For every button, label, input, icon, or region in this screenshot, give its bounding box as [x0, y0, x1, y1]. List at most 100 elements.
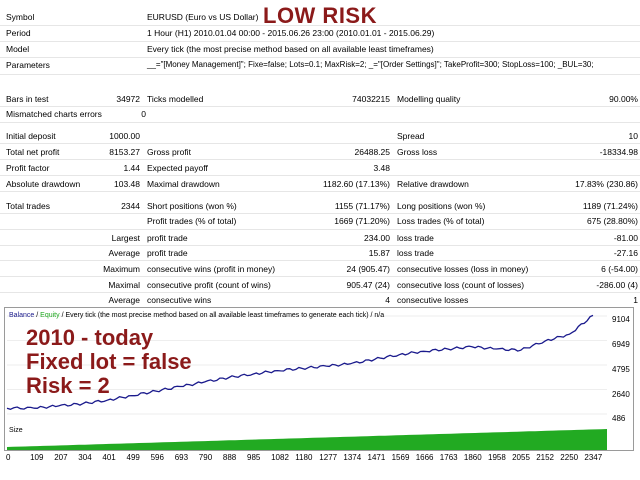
average-consecutive-losses-value: 1: [633, 295, 638, 305]
x-tick-label: 2055: [512, 453, 530, 462]
consecutive-losses-money-value: 6 (-54.00): [601, 264, 638, 274]
x-tick-label: 985: [247, 453, 261, 462]
consecutive-wins-money-value: 24 (905.47): [346, 264, 390, 274]
overlay-risk: Risk = 2: [26, 373, 110, 398]
model-value: Every tick (the most precise method base…: [147, 44, 434, 54]
y-tick-label: 6949: [612, 340, 630, 349]
y-tick-label: 9104: [612, 315, 630, 324]
legend-separator: /: [36, 312, 39, 319]
consecutive-profit-count-value: 905.47 (24): [346, 280, 390, 290]
initial-deposit-value: 1000.00: [109, 131, 140, 141]
symbol-value: EURUSD (Euro vs US Dollar): [147, 12, 259, 22]
ticks-label: Ticks modelled: [147, 94, 204, 104]
profit-factor-value: 1.44: [123, 163, 140, 173]
legend-description: / Every tick (the most precise method ba…: [61, 312, 369, 319]
divider: [0, 57, 640, 58]
balance-series-line: [6, 314, 594, 410]
model-label: Model: [6, 44, 30, 54]
x-tick-label: 109: [30, 453, 44, 462]
size-area: [7, 429, 607, 450]
mq-value: 90.00%: [609, 94, 638, 104]
x-tick-label: 1180: [295, 453, 313, 462]
consecutive-losses-money-label: consecutive losses (loss in money): [397, 264, 529, 274]
divider: [0, 159, 640, 160]
loss-trades-value: 675 (28.80%): [586, 216, 638, 226]
maximum-label: Maximum: [103, 264, 140, 274]
x-tick-label: 888: [222, 453, 237, 462]
expected-payoff-value: 3.48: [373, 163, 390, 173]
parameters-value: __="[Money Management]"; Fixe=false; Lot…: [147, 60, 594, 69]
balance-graph: Balance / Equity / Every tick (the most …: [4, 307, 634, 426]
largest-label: Largest: [111, 233, 140, 243]
consecutive-loss-count-label: consecutive loss (count of losses): [397, 280, 525, 290]
y-tick-label: 4795: [612, 365, 630, 374]
mismatch-label: Mismatched charts errors: [6, 109, 102, 119]
profit-factor-label: Profit factor: [6, 163, 50, 173]
x-tick-label: 304: [78, 453, 92, 462]
average-consecutive-wins-value: 4: [385, 295, 390, 305]
y-tick-label: 2640: [612, 390, 630, 399]
divider: [0, 41, 640, 42]
mq-label: Modelling quality: [397, 94, 461, 104]
consecutive-profit-count-label: consecutive profit (count of wins): [147, 280, 271, 290]
y-tick-label: 486: [612, 414, 626, 423]
gross-profit-value: 26488.25: [354, 147, 390, 157]
x-tick-label: 499: [126, 453, 140, 462]
average-loss-trade-label: loss trade: [397, 248, 434, 258]
average-loss-trade-value: -27.16: [613, 248, 638, 258]
maximal-drawdown-value: 1182.60 (17.13%): [323, 179, 390, 189]
gross-profit-label: Gross profit: [147, 147, 191, 157]
graph-legend: Balance / Equity / Every tick (the most …: [9, 311, 384, 321]
parameters-label: Parameters: [6, 60, 50, 70]
initial-deposit-label: Initial deposit: [6, 131, 56, 141]
divider: [0, 276, 640, 277]
divider: [0, 229, 640, 230]
absolute-drawdown-label: Absolute drawdown: [6, 179, 81, 189]
divider: [0, 292, 640, 293]
symbol-label: Symbol: [6, 12, 35, 22]
x-tick-label: 1860: [463, 453, 482, 462]
mismatch-value: 0: [141, 109, 146, 119]
net-profit-value: 8153.27: [109, 147, 140, 157]
x-tick-label: 0: [6, 453, 11, 462]
total-trades-value: 2344: [121, 201, 140, 211]
absolute-drawdown-value: 103.48: [114, 179, 140, 189]
short-positions-label: Short positions (won %): [147, 201, 237, 211]
legend-equity: Equity: [40, 312, 60, 319]
legend-tail: / n/a: [370, 312, 385, 319]
size-chart-svg: [7, 429, 607, 450]
total-trades-label: Total trades: [6, 201, 50, 211]
divider: [0, 191, 640, 192]
divider: [0, 143, 640, 144]
bars-value: 34972: [116, 94, 140, 104]
x-tick-label: 1471: [367, 453, 386, 462]
legend-balance: Balance: [9, 312, 35, 319]
x-tick-label: 596: [150, 453, 164, 462]
maximal-label: Maximal: [108, 280, 140, 290]
net-profit-label: Total net profit: [6, 147, 60, 157]
divider: [0, 245, 640, 246]
x-tick-label: 693: [174, 453, 189, 462]
x-tick-label: 2152: [536, 453, 554, 462]
divider: [0, 260, 640, 261]
period-label: Period: [6, 28, 31, 38]
period-value: 1 Hour (H1) 2010.01.04 00:00 - 2015.06.2…: [147, 28, 435, 38]
divider: [0, 213, 640, 214]
average-consecutive-losses-label: consecutive losses: [397, 295, 469, 305]
x-tick-label: 1666: [415, 453, 434, 462]
average-consecutive-label: Average: [108, 295, 140, 305]
average-label: Average: [108, 248, 140, 258]
bars-label: Bars in test: [6, 94, 49, 104]
profit-trades-value: 1669 (71.20%): [334, 216, 390, 226]
x-tick-label: 790: [198, 453, 213, 462]
consecutive-wins-money-label: consecutive wins (profit in money): [147, 264, 276, 274]
largest-profit-trade-value: 234.00: [364, 233, 390, 243]
x-tick-label: 1569: [391, 453, 410, 462]
average-profit-trade-label: profit trade: [147, 248, 188, 258]
spread-value: 10: [628, 131, 638, 141]
x-tick-label: 2347: [584, 453, 603, 462]
largest-loss-trade-value: -81.00: [613, 233, 638, 243]
profit-trades-label: Profit trades (% of total): [147, 216, 237, 226]
x-tick-label: 1374: [343, 453, 362, 462]
long-positions-label: Long positions (won %): [397, 201, 486, 211]
